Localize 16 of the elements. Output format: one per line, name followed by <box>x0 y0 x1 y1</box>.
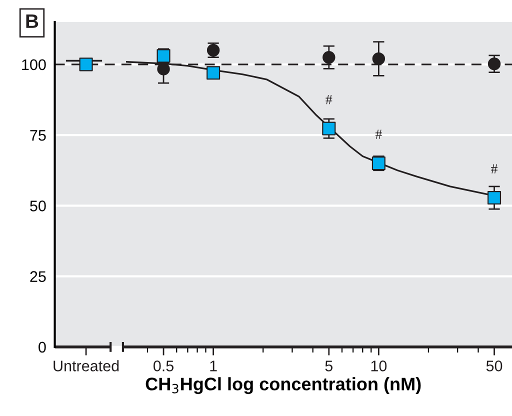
y-tick-label: 100 <box>22 59 46 70</box>
annotation: # <box>375 130 382 139</box>
x-axis-title: CH$_{3}$HgCl log concentration (nM) <box>146 377 421 394</box>
x-tick-label: 50 <box>486 360 502 372</box>
y-tick-label: 50 <box>30 200 46 212</box>
y-tick-label: 0 <box>38 342 46 353</box>
x-tick-label: 10 <box>371 360 387 372</box>
y-tick-label: 75 <box>30 130 46 141</box>
text: B <box>26 14 38 28</box>
x-tick-label: Untreated <box>54 360 119 372</box>
annotation: # <box>491 164 498 174</box>
annotation: # <box>326 95 332 104</box>
x-tick-label: 5 <box>325 360 333 372</box>
y-tick-label: 25 <box>30 271 46 282</box>
x-tick-label: 0.5 <box>154 360 174 372</box>
x-tick-label: 1 <box>210 360 217 372</box>
